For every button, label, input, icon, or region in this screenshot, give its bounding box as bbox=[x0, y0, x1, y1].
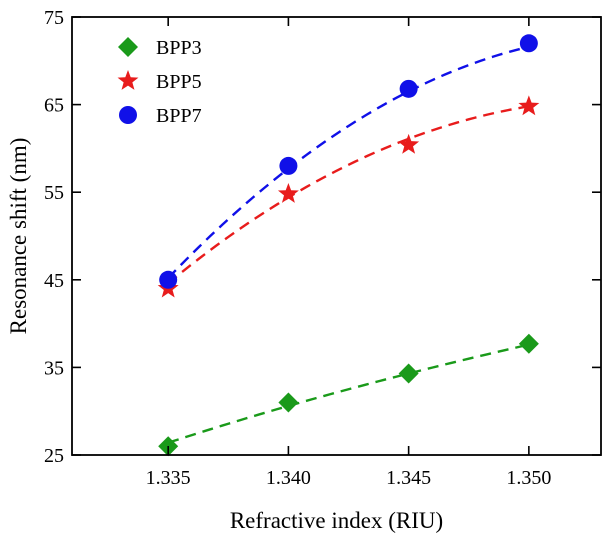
bpp5-point bbox=[398, 133, 420, 154]
bpp7-fit-line bbox=[167, 45, 530, 279]
bpp3-point bbox=[278, 392, 299, 413]
axis-ticks: 1.335 1.340 1.345 1.350 25 35 45 55 65 75 bbox=[44, 7, 601, 489]
legend: BPP3 BPP5 BPP7 bbox=[117, 37, 202, 127]
legend-bpp5-label: BPP5 bbox=[156, 71, 202, 93]
bpp3-point bbox=[398, 363, 419, 384]
y-axis-label: Resonance shift (nm) bbox=[6, 138, 31, 335]
legend-bpp7-label: BPP7 bbox=[156, 105, 202, 127]
bpp5-point bbox=[277, 182, 299, 203]
bpp7-point bbox=[399, 79, 418, 98]
bpp7-point bbox=[519, 34, 538, 53]
bpp5-fit-line bbox=[167, 105, 530, 285]
y-tick-label: 75 bbox=[44, 7, 64, 29]
y-tick-label: 65 bbox=[44, 95, 64, 117]
x-axis-label: Refractive index (RIU) bbox=[230, 508, 443, 533]
y-tick-label: 55 bbox=[44, 182, 64, 204]
legend-bpp7-marker bbox=[119, 106, 137, 124]
x-tick-label: 1.350 bbox=[506, 467, 551, 489]
bpp7-point bbox=[279, 156, 298, 175]
legend-bpp3-label: BPP3 bbox=[156, 37, 202, 59]
x-tick-label: 1.345 bbox=[386, 467, 431, 489]
plot-frame bbox=[71, 16, 602, 456]
y-tick-label: 45 bbox=[44, 270, 64, 292]
bpp3-point bbox=[518, 333, 539, 354]
y-tick-label: 25 bbox=[44, 445, 64, 467]
y-tick-label: 35 bbox=[44, 357, 64, 379]
bpp3-fit-line bbox=[167, 343, 530, 444]
bpp7-point bbox=[159, 270, 178, 289]
legend-bpp3-marker bbox=[118, 37, 138, 57]
data-markers bbox=[157, 34, 540, 457]
x-tick-label: 1.335 bbox=[146, 467, 191, 489]
legend-bpp5-marker bbox=[117, 70, 139, 90]
bpp5-point bbox=[518, 95, 540, 116]
x-tick-label: 1.340 bbox=[266, 467, 311, 489]
fit-lines bbox=[167, 45, 530, 444]
